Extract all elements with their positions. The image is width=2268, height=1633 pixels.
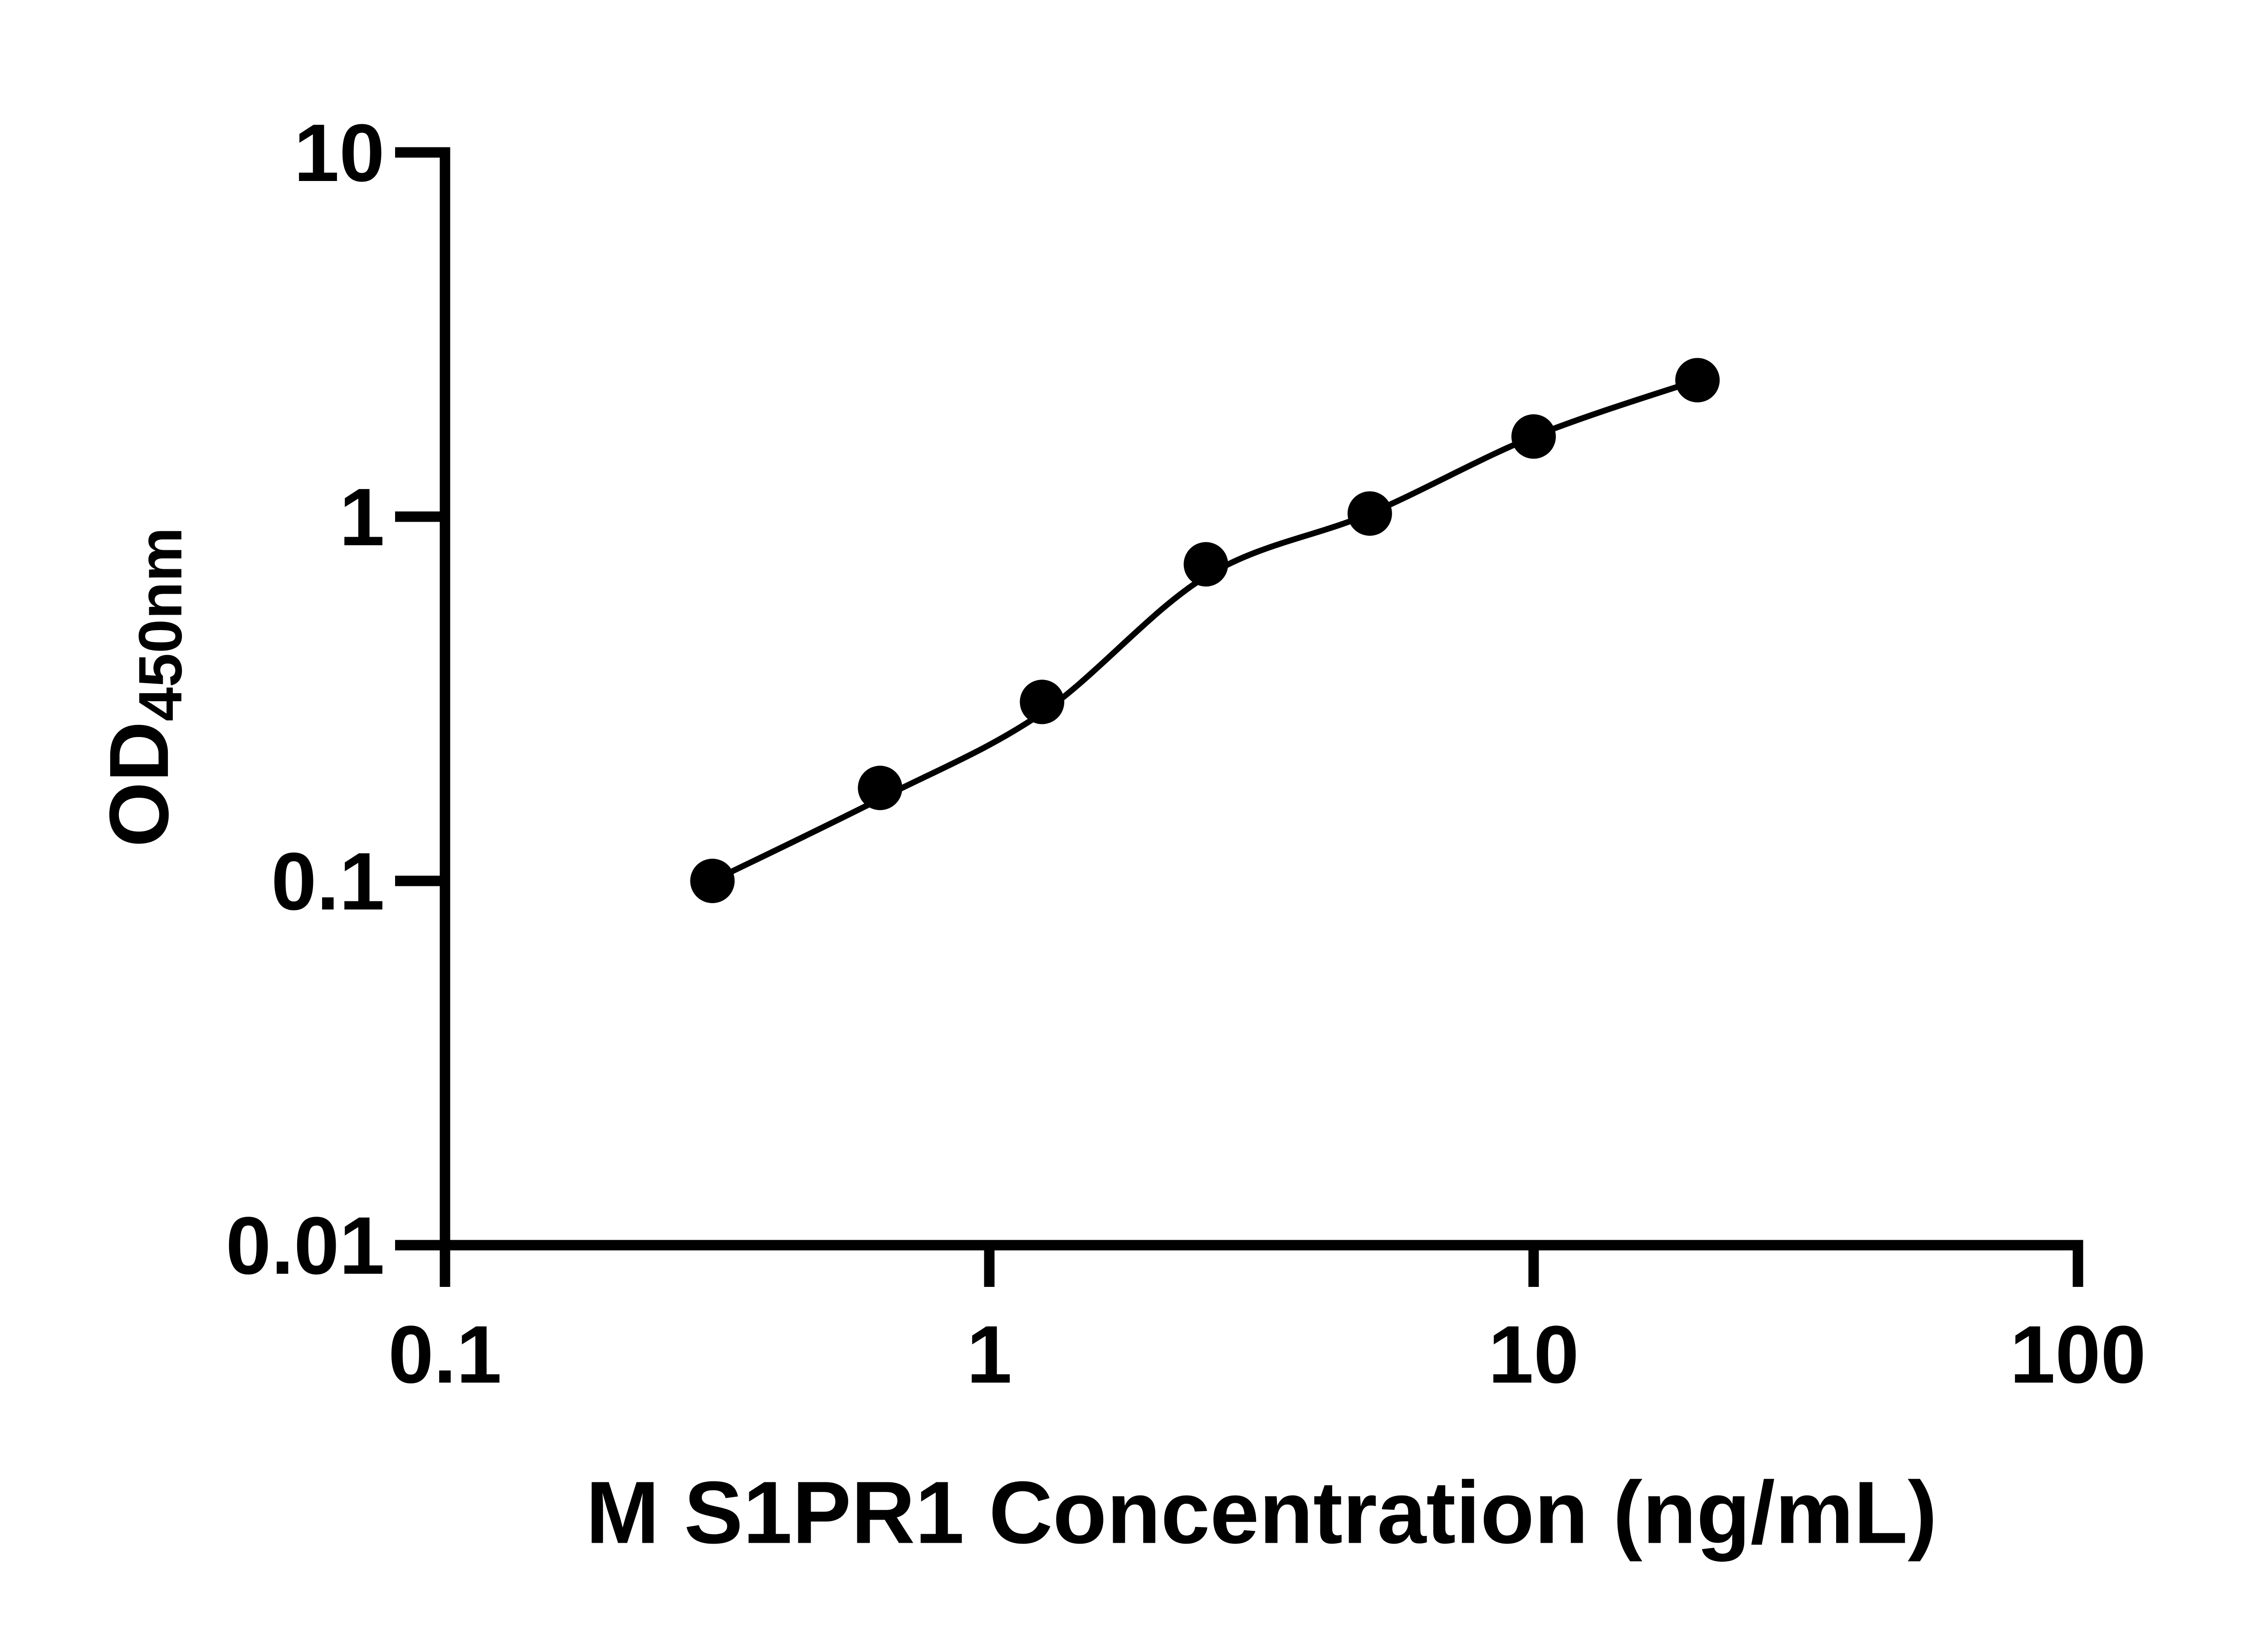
data-point-marker <box>1675 358 1720 403</box>
x-tick-label: 0.1 <box>388 1309 502 1400</box>
data-point-marker <box>1511 414 1556 459</box>
x-tick-label: 1 <box>967 1309 1012 1400</box>
data-point-marker <box>1183 542 1228 587</box>
y-tick-label: 1 <box>339 472 385 563</box>
data-point-marker <box>858 766 903 810</box>
y-tick-label: 0.1 <box>271 836 385 927</box>
data-point-marker <box>1020 680 1065 724</box>
y-tick-label: 10 <box>294 108 385 199</box>
x-tick-label: 10 <box>1488 1309 1579 1400</box>
x-tick-label: 100 <box>2010 1309 2146 1400</box>
data-point-marker <box>1347 491 1392 536</box>
data-point-marker <box>690 859 735 903</box>
axis-frame <box>440 147 2083 1251</box>
x-axis-title: M S1PR1 Concentration (ng/mL) <box>586 1463 1937 1562</box>
y-tick-label: 0.01 <box>226 1200 385 1291</box>
fit-curve-line <box>709 377 1701 884</box>
